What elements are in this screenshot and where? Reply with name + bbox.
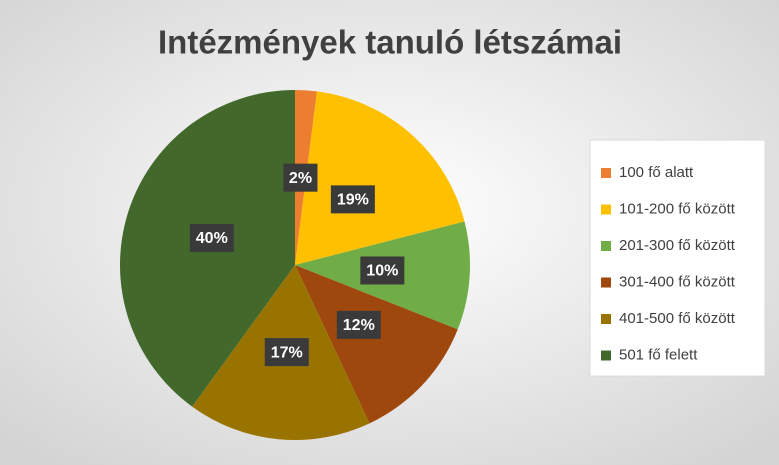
- legend-swatch: [601, 350, 611, 361]
- data-label: 40%: [196, 230, 228, 247]
- chart-title: Intézmények tanuló létszámai: [158, 24, 622, 61]
- legend-label: 201-300 fő között: [619, 237, 736, 254]
- legend-label: 301-400 fő között: [619, 273, 736, 290]
- data-label: 17%: [271, 344, 303, 361]
- data-label: 12%: [343, 317, 375, 334]
- legend-swatch: [601, 168, 611, 178]
- legend-swatch: [601, 314, 611, 324]
- legend-swatch: [601, 277, 611, 288]
- legend-label: 401-500 fő között: [619, 310, 736, 327]
- legend-label: 501 fő felett: [619, 346, 698, 363]
- data-label-box: [189, 223, 234, 252]
- legend-swatch: [601, 204, 611, 215]
- data-label-box: [360, 256, 405, 285]
- pie-slice: [295, 265, 458, 424]
- data-label: 19%: [337, 192, 369, 209]
- legend-label: 101-200 fő között: [619, 200, 736, 217]
- data-label-box: [283, 163, 318, 192]
- data-label-box: [264, 338, 309, 367]
- data-label-box: [330, 185, 375, 214]
- data-label: 10%: [366, 263, 398, 280]
- legend-box: [589, 139, 766, 377]
- pie-slice: [295, 91, 465, 265]
- legend-swatch: [601, 241, 611, 251]
- data-label: 2%: [289, 170, 312, 187]
- data-label-box: [336, 310, 381, 339]
- legend-label: 100 fő alatt: [619, 164, 694, 181]
